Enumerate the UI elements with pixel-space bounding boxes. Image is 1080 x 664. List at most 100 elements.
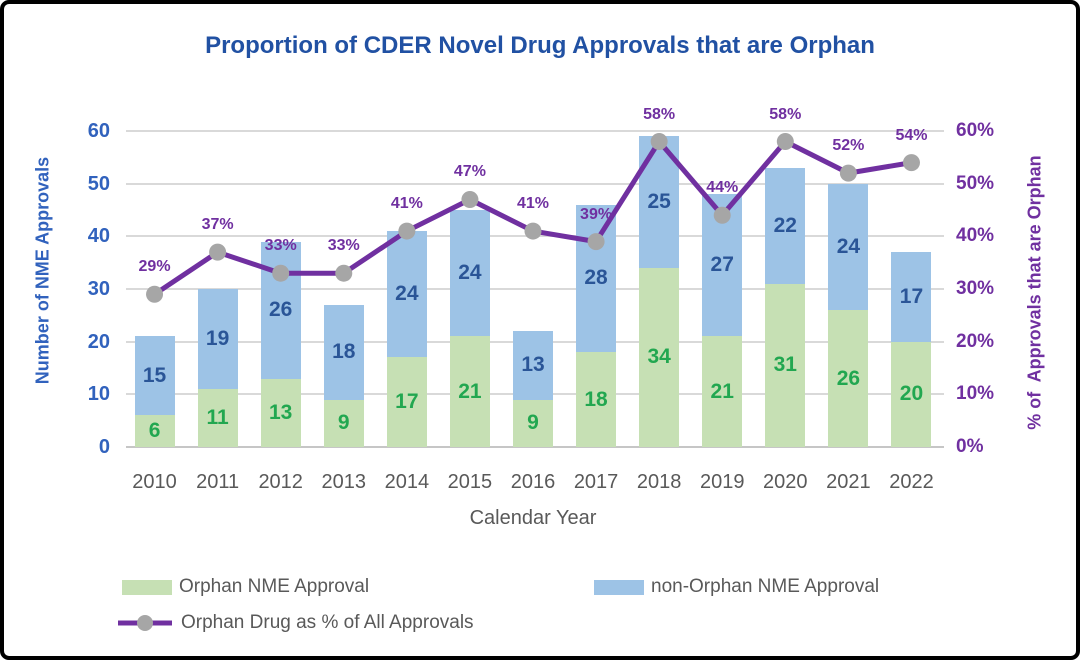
bar-orphan-value-label: 21: [710, 379, 734, 403]
bar-nonorphan-value-label: 18: [332, 340, 356, 364]
bar-orphan-segment: [639, 267, 680, 447]
x-axis-tick-label: 2020: [763, 471, 808, 493]
y-axis-tick-left: 60: [87, 120, 110, 142]
bar-orphan-segment: [513, 399, 553, 447]
y-axis-tick-right: 30%: [956, 278, 995, 299]
pct-data-label: 54%: [895, 126, 928, 144]
pct-data-label: 33%: [264, 237, 297, 255]
bar-orphan-segment: [702, 336, 743, 447]
bar-orphan-segment: [765, 283, 806, 447]
y-axis-tick-left: 0: [98, 436, 110, 458]
gridline: [126, 130, 944, 132]
y-axis-tick-left: 30: [87, 278, 110, 300]
pct-data-label: 58%: [643, 105, 676, 123]
bar-orphan-segment: [891, 341, 932, 447]
bar-orphan-value-label: 17: [395, 390, 419, 414]
bar-orphan-value-label: 31: [773, 353, 797, 377]
bar-orphan-value-label: 20: [899, 382, 924, 406]
legend-label-orphan: Orphan NME Approval: [179, 576, 370, 597]
bar-nonorphan-value-label: 24: [395, 282, 419, 306]
trend-marker: [776, 133, 794, 151]
bar-nonorphan-segment: [197, 289, 238, 390]
bar-orphan-value-label: 34: [647, 345, 671, 369]
orphan-legend-swatch-icon: [122, 579, 172, 595]
x-axis-tick-label: 2019: [699, 471, 745, 493]
x-axis-title: Calendar Year: [469, 507, 597, 529]
bar-orphan-value-label: 6: [148, 419, 161, 443]
bar-orphan-segment: [260, 378, 301, 447]
y-axis-tick-left: 10: [87, 383, 110, 406]
pct-data-label: 29%: [138, 258, 171, 276]
legend-label-nonorphan: non-Orphan NME Approval: [651, 576, 880, 597]
bar-orphan-value-label: 13: [269, 400, 293, 424]
x-axis-tick-label: 2011: [196, 471, 240, 493]
bar-orphan-segment: [197, 389, 238, 447]
bar-nonorphan-segment: [323, 304, 364, 400]
bar-orphan-value-label: 18: [584, 387, 608, 411]
bar-nonorphan-value-label: 27: [710, 253, 734, 277]
x-axis-tick-label: 2015: [447, 471, 493, 493]
y-axis-tick-left: 50: [87, 172, 110, 195]
bar-orphan-value-label: 11: [206, 406, 229, 430]
bar-orphan-value-label: 26: [836, 366, 861, 390]
gridline: [126, 446, 944, 448]
x-axis-tick-label: 2012: [258, 471, 303, 493]
legend-entry-pct-line: Orphan Drug as % of All Approvals: [116, 612, 474, 634]
pct-data-label: 44%: [706, 179, 739, 197]
bar-nonorphan-value-label: 13: [521, 353, 545, 377]
y-axis-tick-right: 0%: [956, 436, 984, 457]
y-axis-tick-right: 20%: [956, 330, 995, 352]
bar-nonorphan-segment: [513, 331, 553, 400]
bar-nonorphan-value-label: 24: [458, 261, 482, 285]
nonorphan-legend-swatch-icon: [594, 579, 644, 595]
x-axis-tick-label: 2014: [384, 471, 430, 493]
bar-nonorphan-value-label: 28: [584, 266, 608, 290]
trend-marker: [839, 164, 857, 182]
right-axis-title: % of Approvals that are Orphan: [1024, 155, 1045, 430]
x-axis-tick-label: 2018: [636, 471, 682, 493]
y-axis-tick-right: 10%: [956, 383, 995, 405]
bar-nonorphan-value-label: 17: [899, 284, 924, 308]
bar-nonorphan-segment: [134, 336, 175, 416]
x-axis-tick-label: 2022: [889, 471, 934, 493]
trend-marker: [335, 264, 353, 282]
x-axis-tick-label: 2013: [321, 471, 367, 493]
x-axis-tick-label: 2021: [826, 471, 871, 493]
trend-marker: [902, 154, 920, 172]
pct-data-label: 52%: [832, 137, 865, 155]
bar-orphan-segment: [134, 415, 175, 447]
legend-entry-orphan: Orphan NME Approval: [122, 576, 369, 598]
pct-data-label: 41%: [390, 195, 423, 213]
x-axis-tick-label: 2016: [510, 471, 556, 493]
pct-data-label: 39%: [580, 205, 613, 223]
y-axis-tick-right: 60%: [956, 120, 995, 141]
gridline: [126, 182, 944, 185]
bar-orphan-value-label: 9: [337, 411, 350, 435]
trend-marker: [461, 190, 479, 208]
trend-marker: [209, 243, 227, 261]
bar-orphan-segment: [576, 352, 617, 447]
bar-nonorphan-value-label: 25: [647, 190, 671, 214]
chart-title: Proportion of CDER Novel Drug Approvals …: [205, 32, 875, 59]
bar-nonorphan-value-label: 19: [205, 327, 230, 351]
bar-nonorphan-value-label: 26: [269, 298, 293, 322]
bar-nonorphan-value-label: 22: [773, 213, 797, 237]
pct-data-label: 37%: [201, 216, 234, 234]
gridline: [126, 288, 944, 290]
legend-label-pct-line: Orphan Drug as % of All Approvals: [181, 612, 474, 633]
x-axis-tick-label: 2017: [573, 471, 619, 493]
bar-nonorphan-value-label: 15: [142, 363, 167, 387]
y-axis-tick-right: 40%: [956, 225, 995, 247]
pct-data-label: 33%: [327, 237, 360, 255]
bar-orphan-segment: [828, 310, 869, 447]
left-axis-title: Number of NME Approvals: [32, 156, 53, 385]
bar-orphan-segment: [323, 399, 364, 447]
bar-orphan-segment: [449, 336, 490, 447]
bar-orphan-segment: [386, 357, 427, 447]
pct-data-label: 47%: [453, 163, 486, 181]
y-axis-tick-left: 40: [87, 225, 110, 248]
bar-orphan-value-label: 21: [458, 379, 482, 403]
bar-nonorphan-value-label: 24: [836, 234, 861, 258]
line-marker-legend-icon: [118, 615, 172, 631]
